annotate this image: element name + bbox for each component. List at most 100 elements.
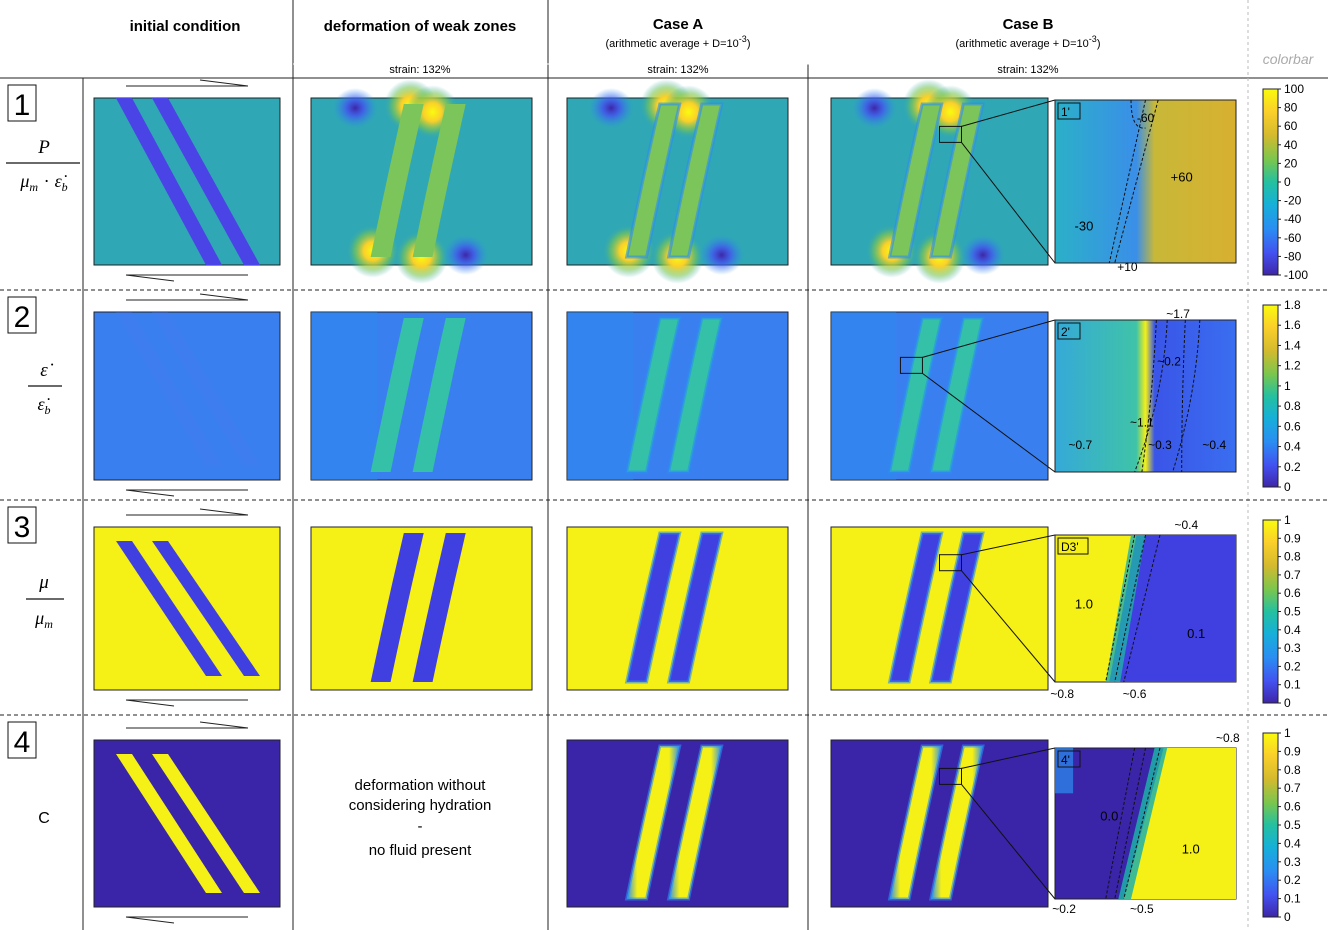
row-label-concentration: C xyxy=(38,810,50,827)
contour-label: -60 xyxy=(1137,111,1155,125)
deformed-weak-zone-2 xyxy=(666,531,724,684)
deformed-weak-zone-1 xyxy=(624,102,682,259)
deformed-weak-zone-1 xyxy=(370,318,424,472)
zoom-panel-row2: 2' ~1.7 ~0.2 ~1.1 ~0.7 ~0.3 ~0.4 xyxy=(1054,307,1237,473)
contour-label: 1.0 xyxy=(1182,842,1200,857)
contour-label: +60 xyxy=(1171,170,1193,185)
row-number-3: 3 xyxy=(7,506,37,544)
colorbar-tick: -80 xyxy=(1284,249,1302,263)
panel-initial-row1 xyxy=(93,79,281,282)
zoom-panel-row1: 1' -60 +60 -30 +10 xyxy=(1054,99,1237,274)
panel-def-row2 xyxy=(310,311,533,481)
colorbar-tick: 0 xyxy=(1284,696,1291,710)
weak-zone-1 xyxy=(116,541,222,676)
zoom-marker xyxy=(939,125,962,143)
contour-label: ~1.1 xyxy=(1130,415,1154,429)
colorbar-tick: 1 xyxy=(1284,379,1291,393)
colorbar-tick: 0.9 xyxy=(1284,744,1301,758)
colorbar-3: 1 0.9 0.8 0.7 0.6 0.5 0.4 0.3 0.2 0.1 0 xyxy=(1262,513,1301,710)
contour-label: ~0.6 xyxy=(1123,687,1147,701)
svg-text:2: 2 xyxy=(14,301,31,334)
row-label-pressure: P μm · ε̇b xyxy=(6,137,80,194)
deformed-weak-zone-1 xyxy=(624,531,682,684)
colorbar-tick: 1.2 xyxy=(1284,359,1301,373)
colorbar-1: 100 80 60 40 20 0 -20 -40 -60 -80 -100 xyxy=(1262,82,1308,282)
svg-text:μm·ε̇b: μm · ε̇b xyxy=(19,171,67,194)
column-headers: initial condition deformation of weak zo… xyxy=(130,16,1315,76)
colorbar-tick: 100 xyxy=(1284,82,1304,96)
row4-note: deformation without considering hydratio… xyxy=(349,777,492,859)
colorbar-2: 1.8 1.6 1.4 1.2 1 0.8 0.6 0.4 0.2 0 xyxy=(1262,298,1301,494)
colorbar-tick: 0.6 xyxy=(1284,586,1301,600)
row-labels: 1 P μm · ε̇b 2 ε̇ ε̇b 3 μ μm 4 C xyxy=(6,84,80,827)
colorbar-tick: 0.2 xyxy=(1284,460,1301,474)
weak-zone-2 xyxy=(152,98,260,265)
panel-a-row1 xyxy=(566,79,789,284)
contour-label: 0.1 xyxy=(1187,626,1205,641)
deformed-weak-zone-2 xyxy=(666,316,724,474)
panel-b-row2 xyxy=(830,311,1056,481)
header-colorbar: colorbar xyxy=(1263,51,1315,67)
zoom-marker xyxy=(939,767,962,785)
svg-text:1: 1 xyxy=(14,89,31,122)
colorbar-tick: 60 xyxy=(1284,119,1298,133)
header-initial-condition: initial condition xyxy=(130,18,241,35)
deformed-weak-zone-2 xyxy=(666,102,724,259)
colorbar-tick: 0.8 xyxy=(1284,763,1301,777)
panel-initial-row3 xyxy=(93,508,281,707)
deformed-weak-zone-2 xyxy=(412,318,466,472)
colorbar-tick: 80 xyxy=(1284,101,1298,115)
contour-label: ~0.4 xyxy=(1202,438,1226,452)
colorbar-tick: 0.3 xyxy=(1284,641,1301,655)
colorbar-tick: 1.4 xyxy=(1284,338,1301,352)
contour-label: +10 xyxy=(1117,260,1138,274)
panel-b-row4 xyxy=(830,739,1056,908)
colorbar-tick: 0.5 xyxy=(1284,605,1301,619)
colorbar-tick: -40 xyxy=(1284,212,1302,226)
svg-text:P: P xyxy=(37,137,50,158)
colorbar-tick: 0.1 xyxy=(1284,892,1301,906)
contour-label: 0.0 xyxy=(1100,808,1118,823)
svg-text:ε̇b: ε̇b xyxy=(37,394,50,417)
contour-label: ~0.8 xyxy=(1216,731,1240,745)
panel-a-row4 xyxy=(566,739,789,908)
colorbar-tick: 0.2 xyxy=(1284,659,1301,673)
weak-zone-1 xyxy=(116,98,222,265)
deformed-weak-zone-2 xyxy=(666,744,724,901)
svg-text:μ: μ xyxy=(38,572,49,593)
deformed-weak-zone-2 xyxy=(928,744,985,901)
colorbar-tick: 0.4 xyxy=(1284,623,1301,637)
colorbar-tick: 0.9 xyxy=(1284,531,1301,545)
deformed-weak-zone-1 xyxy=(887,316,944,474)
weak-zone-1 xyxy=(116,312,222,466)
header-case-b-sub: (arithmetic average + D=10-3) xyxy=(956,34,1101,50)
zoom-label-row2: 2' xyxy=(1061,325,1070,339)
colorbar-tick: 20 xyxy=(1284,156,1298,170)
contour-label: ~0.5 xyxy=(1130,902,1154,916)
weak-zone-2 xyxy=(152,754,260,893)
simulation-panels: 1' -60 +60 -30 +10 2' ~1.7 ~0.2 ~1.1 ~0.7 ~0.3 ~0.4… xyxy=(93,79,1240,924)
strain-label-deformation: strain: 132% xyxy=(389,64,450,76)
zoom-panel-row3: D3' ~0.4 1.0 0.1 ~0.8 ~0.6 xyxy=(1050,518,1237,701)
svg-text:ε̇: ε̇ xyxy=(40,360,53,381)
colorbar-tick: -100 xyxy=(1284,268,1308,282)
row-label-viscosity: μ μm xyxy=(26,572,64,631)
panel-initial-row4 xyxy=(93,721,281,924)
deformed-weak-zone-2 xyxy=(928,316,985,474)
colorbar-tick: 0.7 xyxy=(1284,781,1301,795)
deformed-weak-zone-2 xyxy=(412,104,466,257)
colorbar-tick: 0 xyxy=(1284,910,1291,924)
deformed-weak-zone-1 xyxy=(887,102,944,259)
panel-b-row3 xyxy=(830,526,1056,691)
colorbar-tick: 1 xyxy=(1284,513,1291,527)
deformed-weak-zone-2 xyxy=(412,533,466,682)
deformed-weak-zone-1 xyxy=(887,744,944,901)
colorbar-tick: 0.8 xyxy=(1284,550,1301,564)
colorbar-tick: 0 xyxy=(1284,175,1291,189)
deformed-weak-zone-1 xyxy=(624,316,682,474)
contour-label: ~0.7 xyxy=(1068,438,1092,452)
colorbar-tick: 0.6 xyxy=(1284,419,1301,433)
contour-label: ~0.8 xyxy=(1050,687,1074,701)
contour-label: ~0.4 xyxy=(1174,518,1198,532)
